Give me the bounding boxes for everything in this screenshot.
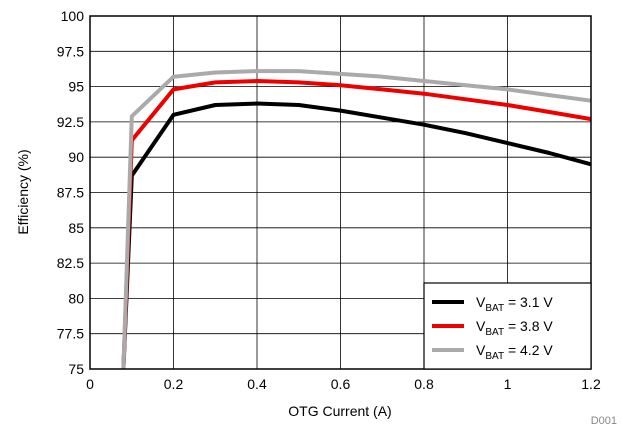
- y-tick-label: 80: [68, 290, 84, 306]
- x-tick-label: 1: [504, 376, 512, 392]
- y-tick-label: 97.5: [57, 43, 84, 59]
- y-tick-label: 100: [61, 8, 85, 24]
- x-tick-label: 1.2: [581, 376, 601, 392]
- figure-id: D001: [591, 415, 617, 425]
- x-tick-label: 0.4: [247, 376, 267, 392]
- y-tick-label: 82.5: [57, 255, 84, 271]
- tick-labels: 0 0.2 0.4 0.6 0.8 1 1.2 75 77.5 80 82.5 85 87.5 90 92.…: [57, 8, 601, 392]
- legend-label: VBAT = 3.1 V: [476, 294, 553, 314]
- x-tick-label: 0.8: [414, 376, 434, 392]
- x-tick-label: 0.6: [331, 376, 351, 392]
- y-tick-label: 77.5: [57, 326, 84, 342]
- y-tick-label: 95: [68, 79, 84, 95]
- y-tick-label: 85: [68, 220, 84, 236]
- legend-label: VBAT = 3.8 V: [476, 318, 553, 338]
- y-axis-title: Efficiency (%): [15, 149, 31, 234]
- series-line-1: [121, 101, 592, 370]
- y-tick-label: 90: [68, 149, 84, 165]
- series-lines: [121, 69, 592, 370]
- x-tick-label: 0.2: [164, 376, 184, 392]
- y-tick-label: 75: [68, 361, 84, 377]
- series-line-3: [121, 69, 592, 370]
- y-tick-label: 92.5: [57, 114, 84, 130]
- legend: VBAT = 3.1 V VBAT = 3.8 V VBAT = 4.2 V: [423, 282, 592, 370]
- legend-label: VBAT = 4.2 V: [476, 342, 553, 362]
- x-tick-label: 0: [86, 376, 94, 392]
- series-line-2: [121, 79, 592, 370]
- x-axis-title: OTG Current (A): [288, 403, 391, 419]
- y-tick-label: 87.5: [57, 185, 84, 201]
- plot-frame: [89, 15, 592, 370]
